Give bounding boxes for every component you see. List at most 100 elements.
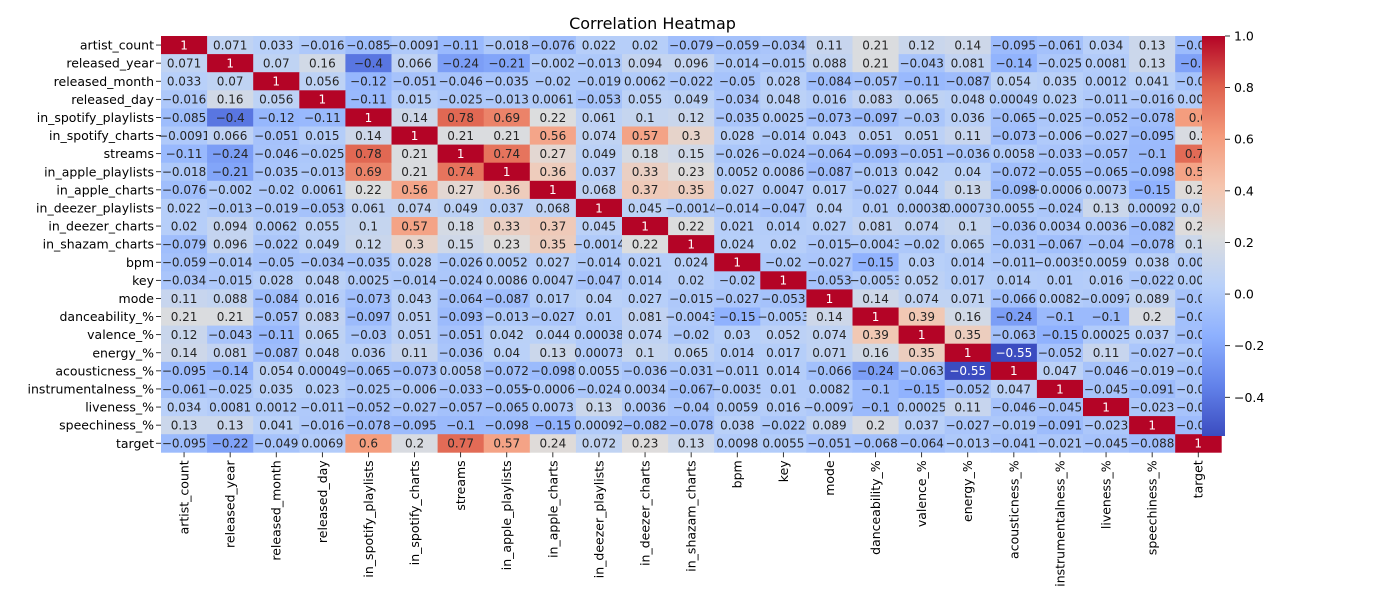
x-tick-label: bpm xyxy=(730,460,745,488)
cell-value-label: 0.065 xyxy=(305,328,339,342)
heatmap-cell xyxy=(622,271,669,290)
heatmap-cell xyxy=(668,343,715,363)
heatmap-cell xyxy=(1083,180,1130,200)
heatmap-cell xyxy=(990,307,1038,326)
heatmap-cell xyxy=(207,72,254,91)
cell-value-label: −0.024 xyxy=(577,382,621,396)
cell-value-label: 0.03 xyxy=(908,256,935,270)
cell-value-label: −0.014 xyxy=(761,129,805,143)
cell-value-label: 0.01 xyxy=(1047,274,1074,288)
cell-value-label: 0.038 xyxy=(1135,256,1169,270)
cell-value-label: 0.014 xyxy=(766,364,800,378)
heatmap-cell xyxy=(483,398,531,417)
y-tick-label: in_apple_playlists xyxy=(44,164,154,179)
heatmap-cell xyxy=(668,72,715,91)
heatmap-cell xyxy=(207,398,254,417)
cell-value-label: 0.0081 xyxy=(209,400,251,414)
heatmap-cell xyxy=(944,144,992,164)
cell-value-label: 0.081 xyxy=(858,219,892,233)
cell-value-label: −0.02 xyxy=(903,237,940,251)
heatmap-cell xyxy=(852,307,899,326)
cell-value-label: 0.16 xyxy=(309,56,336,70)
heatmap-cell xyxy=(299,126,346,145)
cell-value-label: 0.16 xyxy=(217,93,244,107)
cell-value-label: −0.04 xyxy=(673,400,710,414)
heatmap-cell xyxy=(345,126,392,145)
cell-value-label: −0.1 xyxy=(446,418,475,432)
heatmap-cell xyxy=(529,108,577,127)
heatmap-cell xyxy=(714,126,761,145)
heatmap-cell xyxy=(760,144,807,164)
cell-value-label: 0.04 xyxy=(816,201,843,215)
heatmap-cell xyxy=(1036,379,1084,399)
heatmap-cell xyxy=(345,144,392,164)
cell-value-label: −0.0043 xyxy=(850,237,902,251)
heatmap-cell xyxy=(575,36,623,55)
cell-value-label: 0.045 xyxy=(628,201,662,215)
heatmap-cell xyxy=(345,416,392,435)
heatmap-cell xyxy=(1083,108,1130,127)
heatmap-cell xyxy=(852,126,899,145)
heatmap-cell xyxy=(1129,253,1176,272)
heatmap-cell xyxy=(299,108,346,127)
heatmap-cell xyxy=(806,72,853,91)
cell-value-label: 0.00049 xyxy=(989,93,1039,107)
cell-value-label: 0.072 xyxy=(582,437,616,451)
cell-value-label: 0.024 xyxy=(720,237,754,251)
cell-value-label: 0.11 xyxy=(816,38,843,52)
heatmap-cell xyxy=(1083,416,1130,435)
heatmap-cell xyxy=(529,126,577,145)
cell-value-label: −0.064 xyxy=(807,147,851,161)
heatmap-cell xyxy=(760,307,807,326)
cell-value-label: −0.095 xyxy=(1130,129,1174,143)
cell-value-label: 0.14 xyxy=(171,346,198,360)
heatmap-cell xyxy=(437,72,485,91)
heatmap-cell xyxy=(806,343,853,363)
heatmap-cell xyxy=(345,307,392,326)
colorbar-tick-label: 0.6 xyxy=(1234,132,1254,147)
cell-value-label: 0.088 xyxy=(812,56,846,70)
heatmap-cell xyxy=(391,307,438,326)
heatmap-cell xyxy=(852,235,899,254)
heatmap-cell xyxy=(852,162,899,182)
heatmap-cell xyxy=(852,289,899,308)
cell-value-label: 1 xyxy=(964,346,972,360)
heatmap-cell xyxy=(483,253,531,272)
y-tick-label: in_deezer_charts xyxy=(48,219,154,234)
cell-value-label: 0.042 xyxy=(904,165,938,179)
heatmap-cell xyxy=(529,235,577,254)
cell-value-label: −0.066 xyxy=(992,292,1036,306)
heatmap-cell xyxy=(299,54,346,73)
heatmap-cell xyxy=(714,307,761,326)
cell-value-label: −0.016 xyxy=(300,38,344,52)
heatmap-cell xyxy=(668,253,715,272)
cell-value-label: 1 xyxy=(1010,364,1018,378)
cell-value-label: −0.045 xyxy=(1084,382,1128,396)
heatmap-cell xyxy=(161,434,208,453)
heatmap-cell xyxy=(437,307,485,326)
cell-value-label: 0.014 xyxy=(997,274,1031,288)
heatmap-cell xyxy=(437,379,485,399)
cell-value-label: 0.00073 xyxy=(943,201,993,215)
heatmap-cell xyxy=(852,54,899,73)
y-tick-label: target xyxy=(116,436,154,451)
colorbar-tick-label: 0.4 xyxy=(1234,183,1254,198)
heatmap-cell xyxy=(161,126,208,145)
heatmap-cell xyxy=(714,271,761,290)
heatmap-cell xyxy=(1036,162,1084,182)
heatmap-cell xyxy=(760,379,807,399)
heatmap-cell xyxy=(806,379,853,399)
heatmap-cell xyxy=(437,253,485,272)
cell-value-label: 0.028 xyxy=(259,274,293,288)
heatmap-cell xyxy=(207,271,254,290)
cell-value-label: 0.3 xyxy=(405,237,424,251)
heatmap-cell xyxy=(806,144,853,164)
cell-value-label: −0.046 xyxy=(1084,364,1128,378)
heatmap-cell xyxy=(253,307,300,326)
heatmap-cell xyxy=(161,379,208,399)
cell-value-label: 0.0098 xyxy=(716,437,758,451)
cell-value-label: −0.049 xyxy=(254,437,298,451)
heatmap-cell xyxy=(529,289,577,308)
heatmap-cell xyxy=(1083,325,1130,345)
heatmap-cell xyxy=(990,379,1038,399)
